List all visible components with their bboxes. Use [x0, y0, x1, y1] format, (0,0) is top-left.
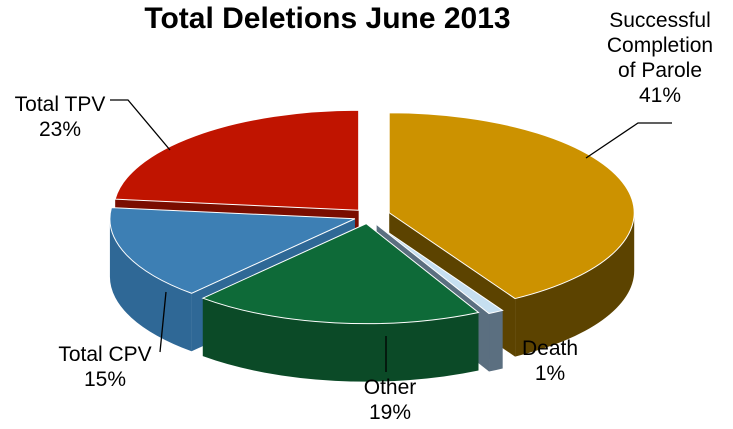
- slice-successful-completion-of-parole: [388, 112, 635, 300]
- slice-total-tpv: [114, 109, 360, 211]
- slice-wall-total-cpv: [109, 218, 192, 352]
- slice-tops: [109, 109, 635, 325]
- slice-wall-death: [489, 310, 503, 372]
- leader-line-successful-completion-of-parole: [585, 122, 672, 159]
- slice-other: [201, 223, 480, 325]
- leader-line-total-cpv: [159, 291, 167, 353]
- label-other: Other 19%: [363, 376, 417, 424]
- leader-line-total-tpv: [110, 99, 171, 151]
- leader-lines: [110, 99, 672, 372]
- chart-title: Total Deletions June 2013: [144, 2, 511, 35]
- slice-death: [376, 224, 504, 315]
- label-successful-completion-of-parole: Successful Completion of Parole 41%: [606, 9, 714, 107]
- slice-total-cpv: [109, 207, 356, 294]
- slice-wall-other: [202, 298, 479, 382]
- label-total-cpv: Total CPV 15%: [58, 343, 152, 391]
- label-death: Death 1%: [521, 337, 579, 385]
- label-total-tpv: Total TPV 23%: [14, 93, 106, 141]
- slice-wall-successful-completion-of-parole: [515, 212, 635, 357]
